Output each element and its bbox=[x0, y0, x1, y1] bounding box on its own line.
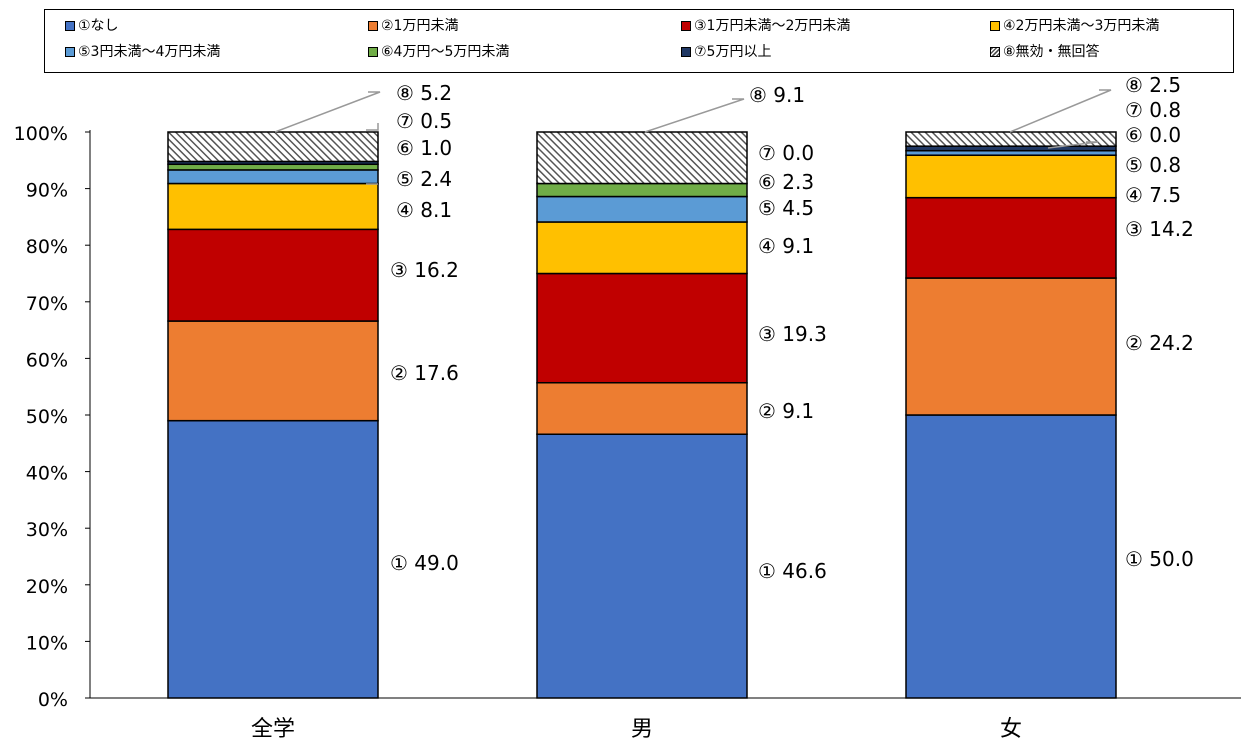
data-label: ② 24.2 bbox=[1125, 331, 1194, 355]
legend-label: ⑦5万円以上 bbox=[694, 44, 772, 60]
data-label: ⑥ 1.0 bbox=[396, 136, 452, 160]
data-label: ⑧ 2.5 bbox=[1125, 73, 1181, 97]
legend-label: ①なし bbox=[78, 18, 119, 34]
leader-line bbox=[366, 123, 379, 131]
bar-segment bbox=[167, 228, 379, 322]
legend-label: ④2万円未満～3万円未満 bbox=[1003, 18, 1160, 34]
legend: ①なし ②1万円未満 ③1万円未満～2万円未満 ④2万円未満～3万円未満 ⑤3円未満～4… bbox=[44, 9, 1234, 73]
legend-label: ③1万円未満～2万円未満 bbox=[694, 18, 851, 34]
data-label: ⑦ 0.5 bbox=[396, 109, 452, 133]
legend-swatch bbox=[368, 47, 378, 57]
legend-label: ②1万円未満 bbox=[381, 18, 459, 34]
legend-swatch bbox=[368, 21, 378, 31]
bar-segment bbox=[536, 131, 748, 185]
data-label: ⑦ 0.0 bbox=[758, 141, 814, 165]
x-tick-label: 女 bbox=[1000, 717, 1022, 742]
y-tick-label: 30% bbox=[26, 519, 68, 541]
y-tick-label: 100% bbox=[14, 123, 68, 145]
bar-segment bbox=[536, 221, 748, 275]
y-tick-label: 60% bbox=[26, 349, 68, 371]
legend-swatch bbox=[65, 21, 75, 31]
y-tick-label: 10% bbox=[26, 632, 68, 654]
data-label: ⑧ 9.1 bbox=[749, 83, 805, 107]
data-label: ④ 8.1 bbox=[396, 198, 452, 222]
data-label: ③ 14.2 bbox=[1125, 217, 1194, 241]
leader-line bbox=[274, 91, 381, 133]
bar-segment bbox=[536, 381, 748, 435]
data-label: ② 17.6 bbox=[390, 361, 459, 385]
legend-item: ③1万円未満～2万円未満 bbox=[681, 17, 850, 35]
legend-item: ②1万円未満 bbox=[368, 17, 458, 35]
bar-segment bbox=[167, 163, 379, 171]
legend-item: ④2万円未満～3万円未満 bbox=[990, 17, 1159, 35]
legend-item: ⑥4万円～5万円未満 bbox=[368, 43, 509, 61]
data-label: ⑥ 0.0 bbox=[1125, 123, 1181, 147]
data-label: ⑤ 4.5 bbox=[758, 196, 814, 220]
bar-segment bbox=[536, 272, 748, 384]
y-tick-label: 20% bbox=[26, 576, 68, 598]
bar-segment bbox=[167, 320, 379, 422]
data-label: ④ 9.1 bbox=[758, 234, 814, 258]
bar-segment bbox=[167, 131, 379, 163]
y-tick-label: 90% bbox=[26, 180, 68, 202]
bar-segment bbox=[905, 154, 1117, 199]
y-tick-label: 0% bbox=[38, 689, 68, 711]
legend-item: ⑧無効・無回答 bbox=[990, 43, 1100, 61]
bar-segment bbox=[167, 169, 379, 185]
legend-swatch bbox=[990, 47, 1000, 57]
legend-label: ⑥4万円～5万円未満 bbox=[381, 44, 510, 60]
bar-segment bbox=[905, 414, 1117, 699]
data-label: ③ 19.3 bbox=[758, 322, 827, 346]
data-label: ⑤ 2.4 bbox=[396, 167, 452, 191]
legend-swatch bbox=[65, 47, 75, 57]
legend-label: ⑤3円未満～4万円未満 bbox=[78, 44, 221, 60]
legend-swatch bbox=[990, 21, 1000, 31]
bar-segment bbox=[536, 182, 748, 198]
x-tick-label: 全学 bbox=[251, 717, 295, 742]
data-label: ④ 7.5 bbox=[1125, 183, 1181, 207]
y-tick-label: 70% bbox=[26, 293, 68, 315]
bar-segment bbox=[167, 419, 379, 699]
legend-item: ①なし bbox=[65, 17, 119, 35]
leader-line bbox=[644, 98, 745, 133]
bar-segment bbox=[536, 195, 748, 223]
legend-swatch bbox=[681, 21, 691, 31]
data-label: ⑥ 2.3 bbox=[758, 170, 814, 194]
data-label: ① 46.6 bbox=[758, 559, 827, 583]
bar-segment bbox=[905, 196, 1117, 279]
legend-item: ⑦5万円以上 bbox=[681, 43, 771, 61]
bar-segment bbox=[167, 182, 379, 231]
y-tick-label: 80% bbox=[26, 236, 68, 258]
legend-label: ⑧無効・無回答 bbox=[1003, 44, 1100, 60]
leader-line bbox=[1009, 89, 1112, 133]
x-tick-label: 男 bbox=[631, 717, 653, 742]
y-tick-label: 40% bbox=[26, 463, 68, 485]
data-label: ① 49.0 bbox=[390, 551, 459, 575]
leader-line bbox=[1047, 141, 1099, 149]
bar-segment bbox=[536, 433, 748, 699]
y-tick-label: 50% bbox=[26, 406, 68, 428]
data-label: ② 9.1 bbox=[758, 399, 814, 423]
bar-segment bbox=[905, 277, 1117, 416]
data-label: ③ 16.2 bbox=[390, 258, 459, 282]
legend-item: ⑤3円未満～4万円未満 bbox=[65, 43, 220, 61]
legend-swatch bbox=[681, 47, 691, 57]
data-label: ⑧ 5.2 bbox=[396, 81, 452, 105]
data-label: ① 50.0 bbox=[1125, 547, 1194, 571]
data-label: ⑤ 0.8 bbox=[1125, 153, 1181, 177]
data-label: ⑦ 0.8 bbox=[1125, 98, 1181, 122]
